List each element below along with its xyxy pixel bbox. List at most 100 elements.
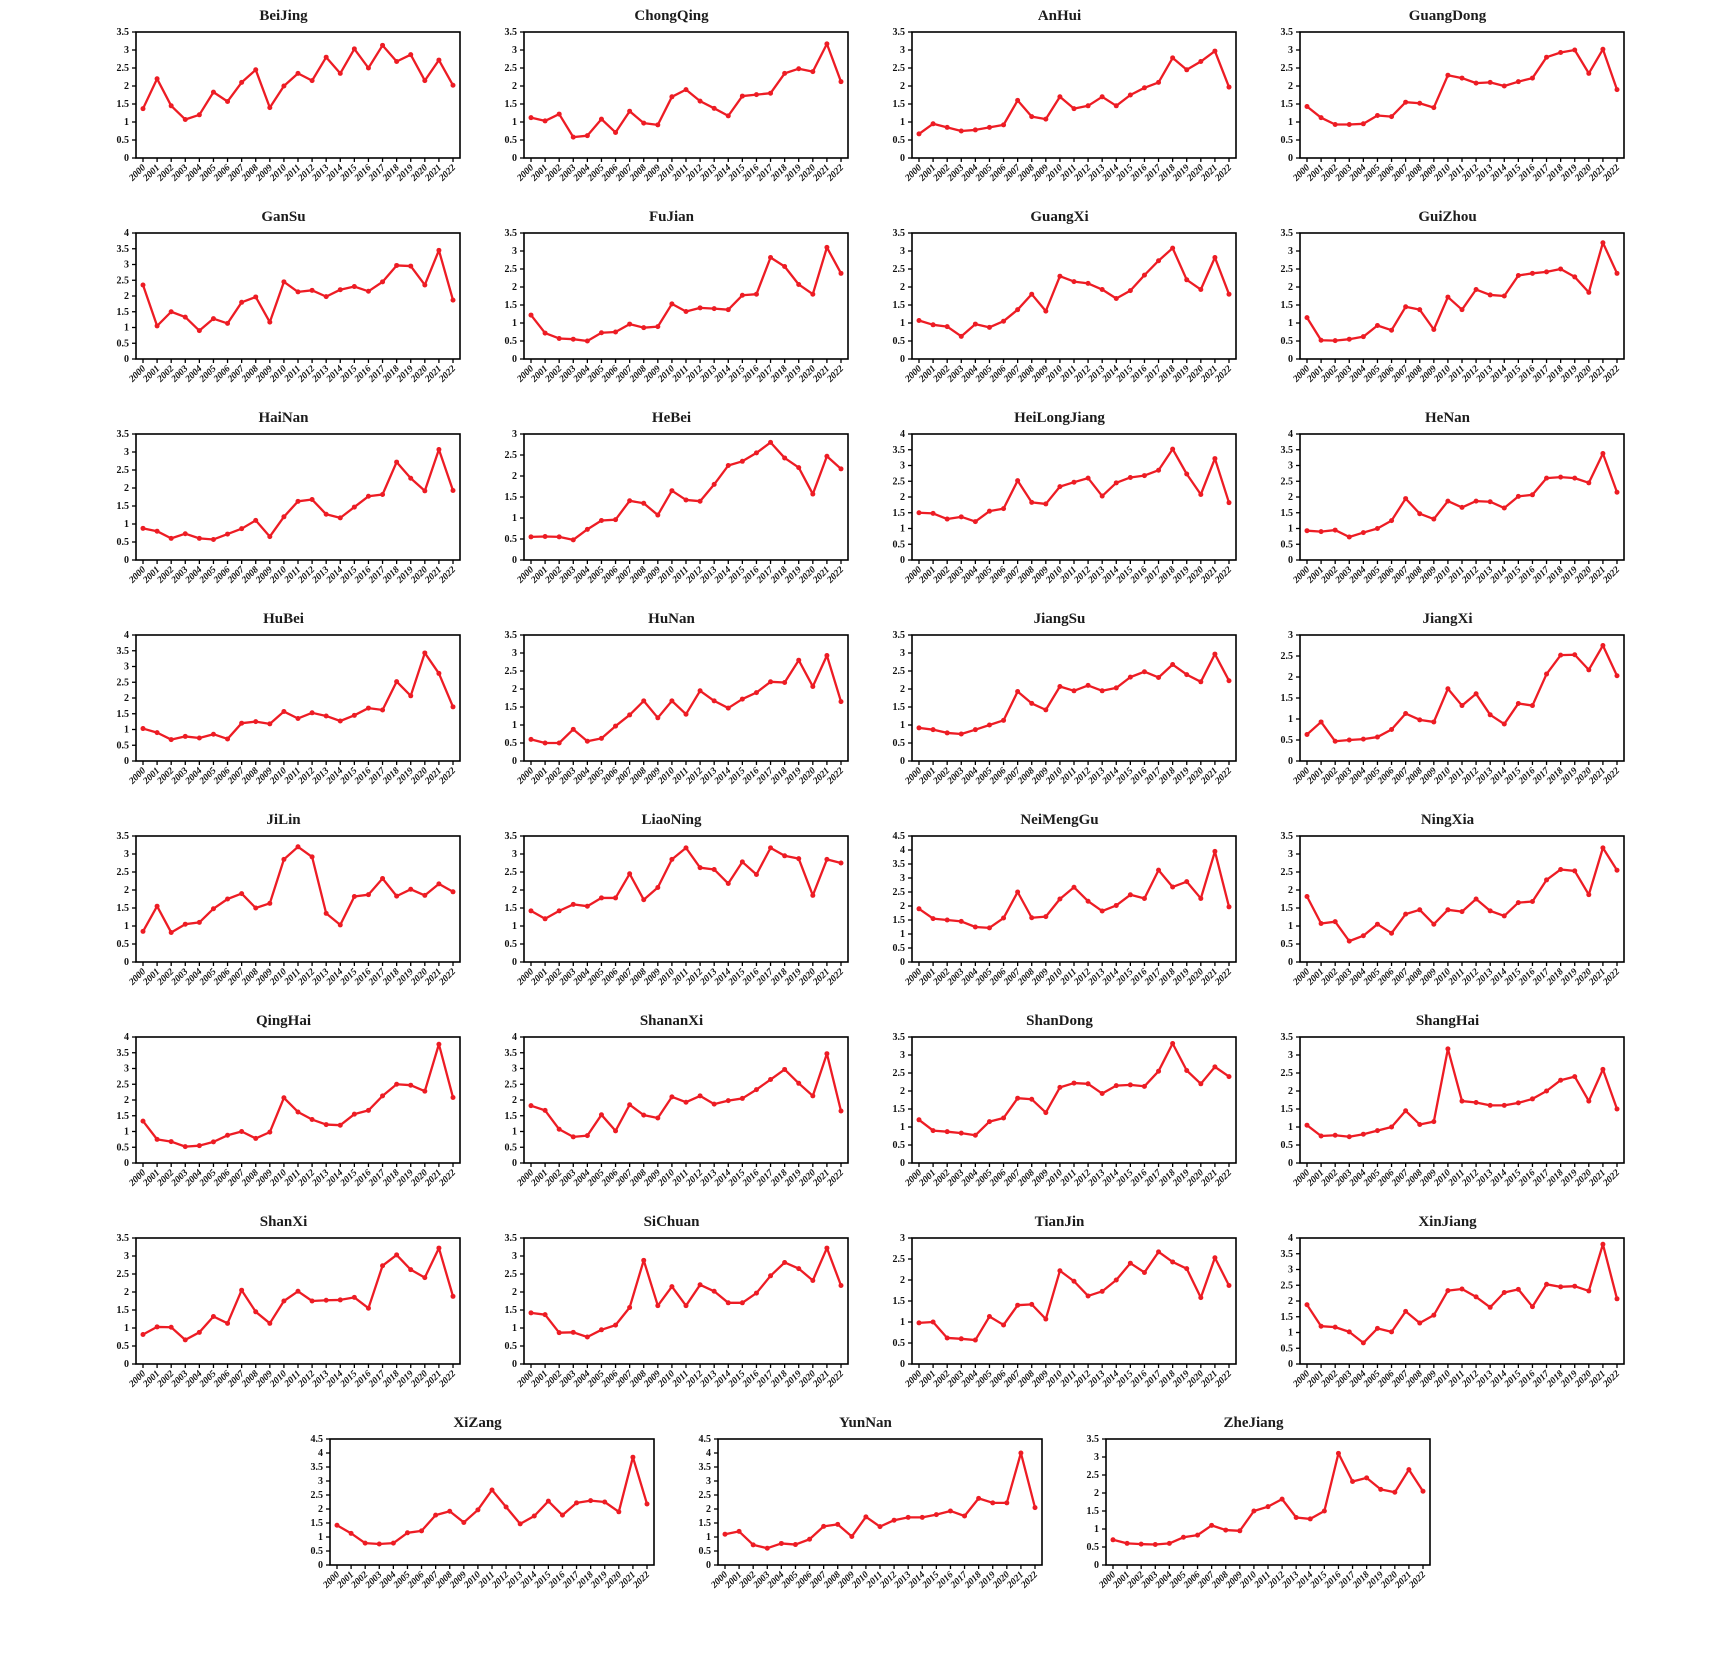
data-point: [1307, 1516, 1313, 1522]
data-point: [767, 254, 773, 260]
chart-title: FuJian: [648, 209, 694, 225]
data-point: [1571, 868, 1577, 874]
y-tick-label: 0.5: [116, 537, 129, 548]
data-point: [1304, 893, 1309, 899]
data-point: [1599, 845, 1605, 851]
data-point: [1226, 904, 1231, 910]
y-tick-label: 0: [900, 957, 905, 968]
chart-plot-area: 00.511.522.533.544.520002001200220032004…: [310, 1434, 655, 1591]
y-tick-label: 1: [1288, 524, 1293, 535]
data-point: [654, 1115, 660, 1121]
data-point: [1124, 1540, 1130, 1546]
data-point: [1515, 493, 1521, 499]
data-point: [1304, 528, 1309, 534]
data-point: [711, 1288, 717, 1294]
data-point: [1017, 1450, 1023, 1456]
data-point: [531, 1513, 537, 1519]
data-point: [393, 59, 399, 65]
y-tick-label: 2: [512, 1095, 517, 1106]
y-tick-label: 0.5: [504, 135, 517, 146]
data-point: [407, 475, 413, 481]
y-tick-label: 1.5: [892, 508, 905, 519]
data-point: [1599, 46, 1605, 52]
data-point: [238, 1287, 244, 1293]
chart-tianjin: TianJin 0 0.5 1 1.5 2 2.5 3 2000 2001 2002 2003 2004…: [866, 1212, 1254, 1413]
x-tick-label: 2022: [1212, 364, 1233, 385]
data-line: [141, 845, 454, 934]
data-point: [683, 711, 688, 717]
data-point: [986, 1314, 992, 1320]
data-point: [1014, 478, 1020, 484]
data-point: [1000, 506, 1006, 512]
chart-plot-area: 00.511.522.533.5200020012002200320042005…: [116, 27, 461, 184]
data-point: [1127, 1082, 1133, 1088]
chart-plot-area: 00.511.522.533.5420002001200220032004200…: [892, 429, 1237, 586]
data-point: [1293, 1514, 1299, 1520]
data-point: [1042, 914, 1048, 920]
data-line: [141, 1043, 454, 1148]
data-point: [1211, 651, 1217, 657]
chart-plot-area: 00.511.522.533.5200020012002200320042005…: [892, 1032, 1237, 1189]
y-tick-label: 1.5: [504, 99, 517, 110]
data-point: [266, 1129, 272, 1135]
data-point: [1402, 304, 1408, 310]
y-tick-label: 0.5: [504, 534, 517, 545]
y-tick-label: 0.5: [892, 336, 905, 347]
data-point: [210, 906, 216, 912]
chart-title: HeBei: [651, 410, 692, 426]
data-point: [1585, 667, 1591, 673]
data-point: [697, 688, 703, 694]
chart-title: HeNan: [1425, 410, 1470, 426]
data-point: [1444, 498, 1450, 504]
chart-row: QingHai 0 0.5 1 1.5 2 2.5 3 3.5 4 2000 2001 2002 2003…: [0, 1011, 1731, 1212]
y-tick-label: 2: [512, 1287, 517, 1298]
data-point: [584, 1334, 590, 1340]
data-point: [1388, 930, 1394, 936]
chart-title: NingXia: [1420, 812, 1475, 828]
y-tick-label: 0.5: [116, 740, 129, 751]
data-point: [584, 338, 590, 344]
data-point: [365, 493, 371, 499]
y-tick-label: 3.5: [1280, 27, 1293, 38]
data-point: [1388, 1329, 1394, 1335]
data-point: [972, 127, 978, 133]
data-point: [1487, 712, 1493, 718]
data-point: [1614, 270, 1619, 276]
data-point: [365, 1107, 371, 1113]
y-tick-label: 4: [124, 1032, 129, 1043]
data-point: [503, 1504, 509, 1510]
data-point: [196, 1143, 202, 1149]
x-tick-label: 2022: [436, 766, 457, 787]
data-point: [1099, 688, 1105, 694]
data-point: [379, 491, 385, 497]
data-point: [1099, 287, 1105, 293]
data-point: [711, 306, 717, 312]
data-point: [1042, 1110, 1048, 1116]
data-point: [196, 328, 202, 334]
data-point: [1405, 1467, 1411, 1473]
data-point: [280, 514, 286, 520]
data-point: [1183, 672, 1189, 678]
data-point: [838, 699, 843, 705]
y-tick-label: 3: [1288, 630, 1293, 641]
y-tick-label: 1.5: [892, 1104, 905, 1115]
data-point: [1416, 100, 1422, 106]
data-point: [626, 1304, 632, 1310]
data-point: [1430, 516, 1436, 522]
data-line: [917, 246, 1230, 338]
y-tick-label: 1: [1288, 1328, 1293, 1339]
data-point: [891, 1517, 897, 1523]
data-line: [917, 1042, 1230, 1137]
data-point: [877, 1524, 882, 1530]
data-point: [432, 1512, 438, 1518]
y-tick-label: 0: [124, 1158, 129, 1169]
chart-title: JiLin: [266, 812, 301, 828]
data-point: [556, 1126, 562, 1132]
y-tick-label: 1.5: [504, 1305, 517, 1316]
data-point: [154, 903, 160, 909]
data-point: [1487, 1304, 1493, 1310]
y-tick-label: 0: [124, 957, 129, 968]
data-point: [711, 698, 717, 704]
y-tick-label: 1.5: [116, 501, 129, 512]
data-point: [612, 517, 618, 523]
